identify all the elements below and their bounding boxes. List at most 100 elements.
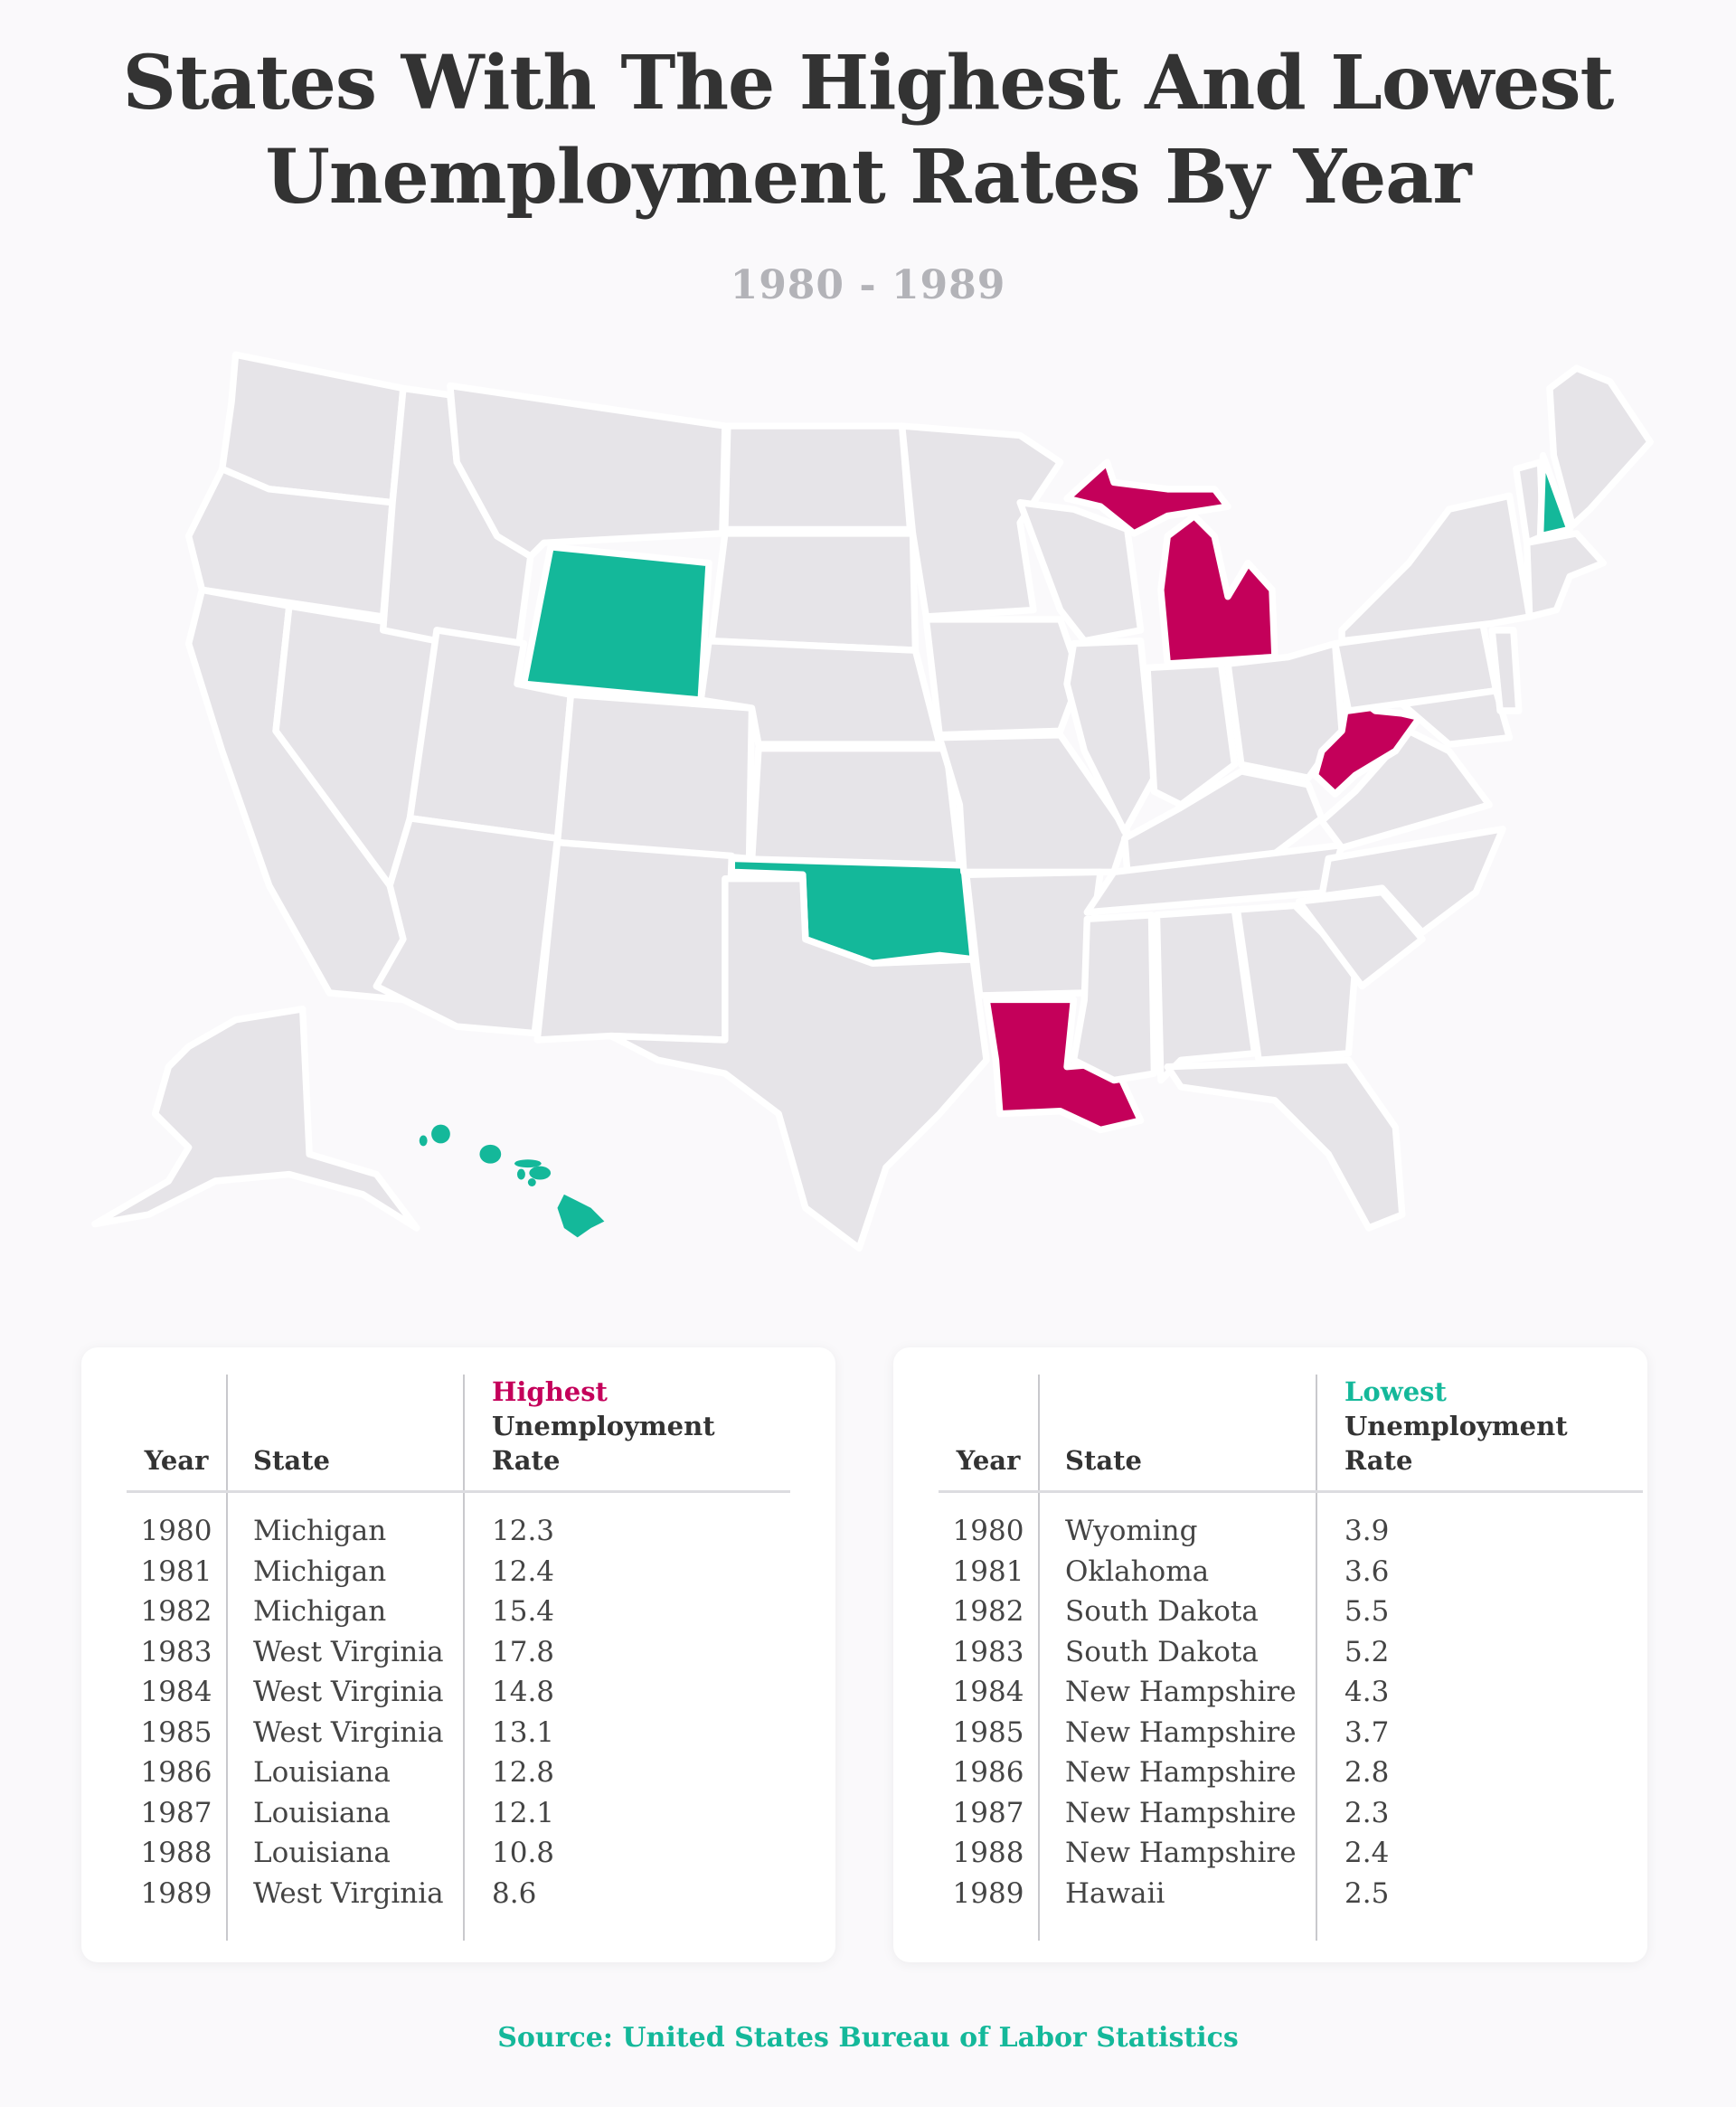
col-header-rate: Highest Unemployment Rate bbox=[463, 1375, 790, 1493]
cell-state: Michigan bbox=[253, 1554, 387, 1588]
title-line-1: States With The Highest And Lowest bbox=[122, 40, 1615, 127]
cell-year: 1984 bbox=[939, 1672, 1040, 1713]
state-arizona[interactable] bbox=[373, 815, 561, 1037]
state-north-carolina[interactable] bbox=[1318, 826, 1506, 936]
table-row: 1980 Michigan 12.3 bbox=[127, 1491, 790, 1552]
cell-rate: 3.9 bbox=[1316, 1491, 1643, 1552]
table-row: 1986 New Hampshire 2.8 bbox=[939, 1753, 1643, 1793]
cell-year: 1987 bbox=[939, 1792, 1040, 1833]
cell-state: Louisiana bbox=[253, 1756, 391, 1789]
state-michigan-lower[interactable] bbox=[1157, 512, 1278, 667]
cell-state: New Hampshire bbox=[1065, 1676, 1297, 1708]
cell-rate: 14.8 bbox=[463, 1672, 790, 1713]
state-new-hampshire[interactable] bbox=[1536, 452, 1573, 540]
state-alabama[interactable] bbox=[1153, 906, 1259, 1084]
us-map bbox=[81, 335, 1664, 1275]
cell-year: 1982 bbox=[127, 1592, 228, 1632]
state-mississippi[interactable] bbox=[1070, 912, 1158, 1084]
cell-state: South Dakota bbox=[1065, 1595, 1259, 1628]
cell-rate: 3.6 bbox=[1316, 1551, 1643, 1592]
col-header-rate: Lowest Unemployment Rate bbox=[1316, 1375, 1643, 1493]
cell-state: Oklahoma bbox=[1065, 1554, 1210, 1588]
cell-year: 1985 bbox=[939, 1712, 1040, 1753]
table-row: 1984 New Hampshire 4.3 bbox=[939, 1672, 1643, 1713]
header-rate-line3: Rate bbox=[492, 1445, 561, 1476]
lowest-rate-table-card: Year State Lowest Unemployment Rate 1980… bbox=[893, 1347, 1647, 1962]
state-wisconsin[interactable] bbox=[1016, 499, 1145, 645]
cell-rate: 2.5 bbox=[1316, 1873, 1643, 1941]
state-georgia[interactable] bbox=[1233, 902, 1359, 1063]
state-montana[interactable] bbox=[447, 382, 729, 560]
title-line-2: Unemployment Rates By Year bbox=[265, 134, 1471, 221]
state-new-york[interactable] bbox=[1338, 492, 1533, 645]
state-north-dakota[interactable] bbox=[722, 422, 914, 534]
header-rate-line3: Rate bbox=[1344, 1445, 1413, 1476]
cell-rate: 13.1 bbox=[463, 1712, 790, 1753]
table-row: 1980 Wyoming 3.9 bbox=[939, 1491, 1643, 1552]
table-row: 1988 New Hampshire 2.4 bbox=[939, 1833, 1643, 1874]
state-nebraska[interactable] bbox=[697, 638, 943, 748]
cell-state: Michigan bbox=[253, 1515, 387, 1547]
cell-rate: 5.5 bbox=[1316, 1592, 1643, 1632]
cell-year: 1989 bbox=[939, 1873, 1040, 1941]
header-rate-line2: Unemployment bbox=[1344, 1411, 1568, 1441]
cell-year: 1986 bbox=[127, 1753, 228, 1793]
cell-rate: 12.8 bbox=[463, 1753, 790, 1793]
cell-rate: 2.4 bbox=[1316, 1833, 1643, 1874]
state-minnesota[interactable] bbox=[898, 422, 1064, 620]
cell-rate: 4.3 bbox=[1316, 1672, 1643, 1713]
table-row: 1984 West Virginia 14.8 bbox=[127, 1672, 790, 1713]
cell-state: West Virginia bbox=[253, 1635, 444, 1668]
state-louisiana[interactable] bbox=[983, 996, 1145, 1134]
state-south-dakota[interactable] bbox=[708, 530, 920, 654]
state-wyoming[interactable] bbox=[520, 543, 712, 704]
state-arkansas[interactable] bbox=[963, 868, 1104, 999]
cell-year: 1981 bbox=[939, 1551, 1040, 1592]
state-colorado[interactable] bbox=[553, 691, 756, 863]
cell-rate: 3.7 bbox=[1316, 1712, 1643, 1753]
state-indiana[interactable] bbox=[1144, 660, 1239, 808]
cell-rate: 12.4 bbox=[463, 1551, 790, 1592]
cell-state: New Hampshire bbox=[1065, 1715, 1297, 1749]
table-row: 1981 Michigan 12.4 bbox=[127, 1551, 790, 1592]
table-row: 1987 Louisiana 12.1 bbox=[127, 1792, 790, 1833]
state-alaska[interactable] bbox=[91, 1006, 420, 1232]
table-row: 1982 Michigan 15.4 bbox=[127, 1592, 790, 1632]
table-row: 1982 South Dakota 5.5 bbox=[939, 1592, 1643, 1632]
cell-state: South Dakota bbox=[1065, 1635, 1259, 1668]
state-massachusetts-ct-ri[interactable] bbox=[1524, 530, 1607, 620]
state-virginia[interactable] bbox=[1318, 727, 1493, 852]
cell-year: 1984 bbox=[127, 1672, 228, 1713]
state-iowa[interactable] bbox=[922, 616, 1084, 739]
state-maine[interactable] bbox=[1546, 364, 1654, 529]
header-rate-line2: Unemployment bbox=[492, 1411, 715, 1441]
cell-year: 1983 bbox=[939, 1631, 1040, 1672]
lowest-rate-table: Year State Lowest Unemployment Rate 1980… bbox=[939, 1375, 1643, 1941]
table-row: 1989 Hawaii 2.5 bbox=[939, 1873, 1643, 1941]
state-south-carolina[interactable] bbox=[1295, 888, 1426, 990]
state-kansas[interactable] bbox=[748, 744, 964, 869]
cell-year: 1989 bbox=[127, 1873, 228, 1941]
cell-state: West Virginia bbox=[253, 1676, 444, 1708]
cell-state: New Hampshire bbox=[1065, 1837, 1297, 1869]
state-florida[interactable] bbox=[1164, 1056, 1406, 1232]
state-texas[interactable] bbox=[608, 875, 990, 1252]
cell-rate: 12.1 bbox=[463, 1792, 790, 1833]
cell-rate: 15.4 bbox=[463, 1592, 790, 1632]
state-new-mexico[interactable] bbox=[533, 838, 735, 1044]
state-illinois[interactable] bbox=[1063, 638, 1158, 836]
table-row: 1987 New Hampshire 2.3 bbox=[939, 1792, 1643, 1833]
cell-year: 1980 bbox=[127, 1491, 228, 1552]
state-michigan-upper[interactable] bbox=[1063, 458, 1231, 537]
table-row: 1986 Louisiana 12.8 bbox=[127, 1753, 790, 1793]
cell-rate: 5.2 bbox=[1316, 1631, 1643, 1672]
state-maryland-delaware[interactable] bbox=[1399, 687, 1514, 748]
state-new-jersey[interactable] bbox=[1488, 627, 1523, 714]
cell-rate: 8.6 bbox=[463, 1873, 790, 1941]
col-header-state: State bbox=[1039, 1375, 1316, 1493]
cell-year: 1983 bbox=[127, 1631, 228, 1672]
cell-year: 1988 bbox=[127, 1833, 228, 1874]
table-row: 1981 Oklahoma 3.6 bbox=[939, 1551, 1643, 1592]
table-row: 1983 West Virginia 17.8 bbox=[127, 1631, 790, 1672]
state-hawaii[interactable] bbox=[419, 1124, 605, 1238]
